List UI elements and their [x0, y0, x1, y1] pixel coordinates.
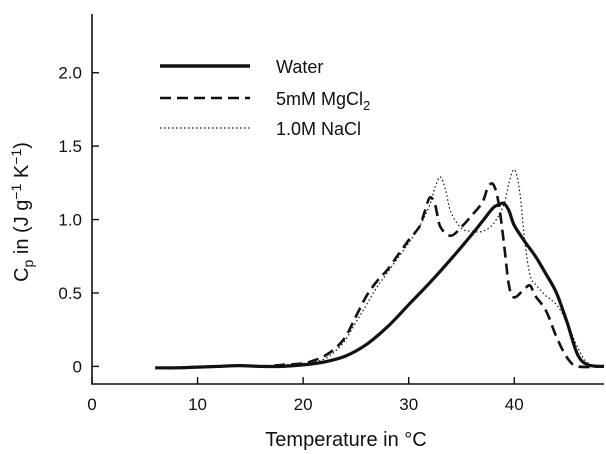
x-tick-label: 10 — [188, 395, 207, 414]
axes: 0 10 20 30 40 0 0.5 1.0 1.5 2.0 — [58, 14, 604, 414]
plot-area — [155, 168, 605, 370]
x-tick-label: 30 — [399, 395, 418, 414]
y-tick-label: 1.5 — [58, 137, 82, 156]
legend: Water 5mM MgCl2 1.0M NaCl — [160, 57, 370, 139]
x-tick-label: 0 — [87, 395, 96, 414]
axis-spines — [91, 14, 604, 385]
series-line-mgcl2 — [155, 182, 605, 370]
legend-label-mgcl2: 5mM MgCl2 — [276, 89, 370, 113]
x-tick-label: 20 — [294, 395, 313, 414]
y-tick-label: 1.0 — [58, 211, 82, 230]
series-line-nacl — [155, 168, 605, 369]
legend-label-water: Water — [276, 57, 323, 77]
x-tick-label: 40 — [505, 395, 524, 414]
series-line-water — [155, 201, 605, 370]
legend-label-nacl: 1.0M NaCl — [276, 119, 361, 139]
y-tick-label: 0.5 — [58, 284, 82, 303]
y-axis-title: Cp in (J g−1 K−1) — [8, 142, 36, 282]
y-tick-label: 0 — [73, 357, 82, 376]
x-axis-title: Temperature in °C — [265, 429, 426, 451]
y-tick-label: 2.0 — [58, 64, 82, 83]
